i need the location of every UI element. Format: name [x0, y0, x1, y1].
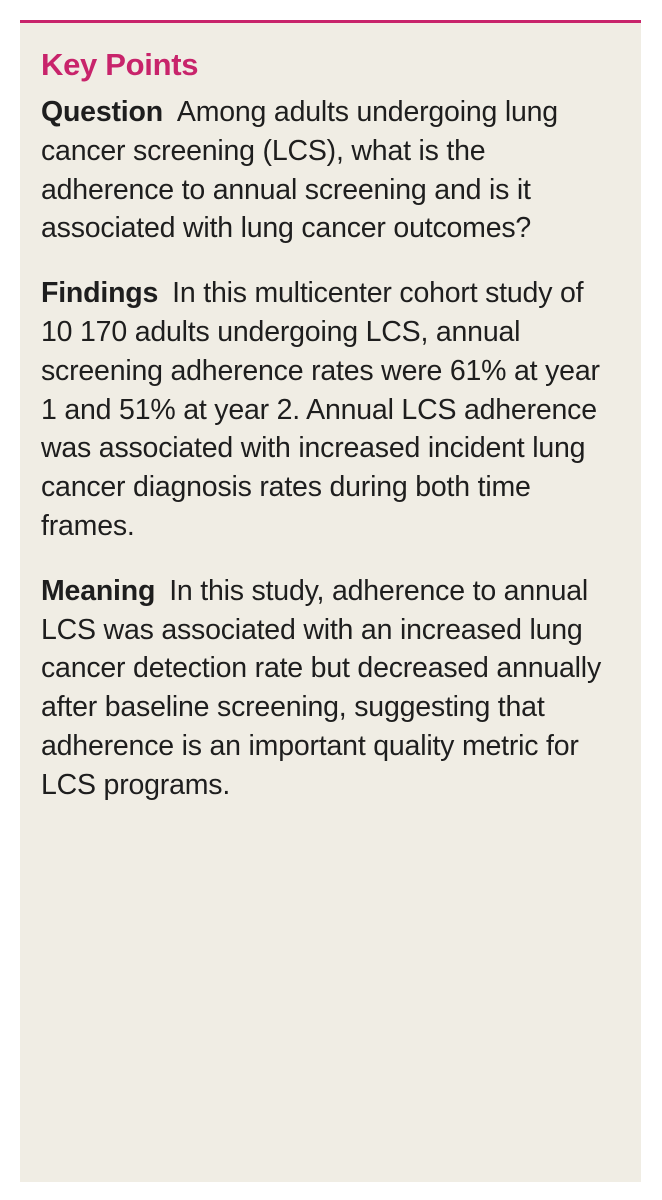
meaning-section: Meaning In this study, adherence to annua…	[41, 572, 621, 805]
findings-text: In this multicenter cohort study of 10 1…	[41, 277, 600, 542]
meaning-text: In this study, adherence to annual LCS w…	[41, 574, 601, 801]
findings-section: Findings In this multicenter cohort study…	[41, 274, 621, 546]
question-section: Question Among adults undergoing lung can…	[41, 93, 621, 248]
question-label: Question	[41, 96, 163, 128]
meaning-label: Meaning	[41, 574, 156, 607]
question-text: Among adults undergoing lung cancer scre…	[41, 96, 558, 245]
findings-label: Findings	[41, 277, 159, 310]
key-points-box: Key Points Question Among adults undergoi…	[20, 20, 641, 1182]
key-points-title: Key Points	[41, 47, 199, 82]
